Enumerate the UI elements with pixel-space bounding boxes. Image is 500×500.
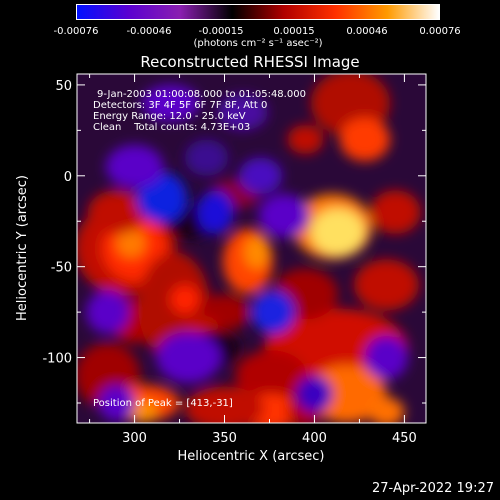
- heatmap-blob: [364, 335, 409, 380]
- colorbar: [76, 4, 440, 20]
- y-tick-label: 0: [64, 170, 72, 185]
- heatmap-blob: [87, 190, 146, 234]
- annotation-clean: Clean Total counts: 4.73E+03: [93, 122, 251, 133]
- heatmap-blob: [370, 190, 421, 234]
- colorbar-tick-label: -0.00046: [126, 26, 172, 37]
- x-tick-label: 350: [212, 431, 237, 446]
- heatmap-blob: [296, 375, 333, 413]
- heatmap-blob: [197, 190, 234, 234]
- heatmap-blob: [235, 350, 308, 402]
- chart-title: Reconstructed RHESSI Image: [140, 53, 360, 71]
- heatmap-blob: [244, 235, 270, 269]
- heatmap-blob: [98, 384, 135, 422]
- heatmap-blob: [85, 290, 130, 334]
- annotation-time: 9-Jan-2003 01:00:08.000 to 01:05:48.000: [97, 89, 306, 100]
- x-tick-label: 450: [392, 431, 417, 446]
- annotation-detectors: Detectors: 3F 4F 5F 6F 7F 8F, Att 0: [93, 100, 268, 111]
- y-axis-label: Heliocentric Y (arcsec): [15, 175, 30, 321]
- heatmap-blob: [354, 259, 419, 311]
- heatmap-blob: [339, 117, 391, 162]
- colorbar-tick-label: -0.00076: [53, 26, 99, 37]
- heatmap-blob: [129, 401, 158, 423]
- colorbar-tick-label: 0.00046: [346, 26, 388, 37]
- timestamp: 27-Apr-2022 19:27: [372, 481, 494, 496]
- heatmap-blob: [141, 84, 200, 122]
- x-tick-label: 300: [122, 431, 147, 446]
- x-tick-label: 400: [302, 431, 327, 446]
- annotation-energy: Energy Range: 12.0 - 25.0 keV: [93, 111, 246, 122]
- heatmap-blob: [116, 228, 146, 258]
- heatmap-blob: [307, 364, 387, 423]
- heatmap-blobs: [77, 74, 421, 423]
- heatmap-blob: [310, 208, 365, 256]
- heatmap-blob: [170, 284, 200, 314]
- colorbar-tick-label: 0.00076: [419, 26, 461, 37]
- heatmap-blob: [238, 157, 283, 194]
- y-tick-label: -50: [51, 261, 72, 276]
- heatmap-blob: [251, 290, 295, 334]
- x-axis-label: Heliocentric X (arcsec): [178, 449, 325, 464]
- y-tick-label: -100: [42, 352, 72, 367]
- heatmap-blob: [184, 386, 265, 423]
- y-tick-label: 50: [55, 79, 72, 94]
- heatmap-blob: [156, 332, 221, 384]
- heatmap-blob: [258, 193, 310, 238]
- colorbar-tick-label: -0.00015: [198, 26, 244, 37]
- heatmap-blob: [184, 139, 229, 176]
- heatmap-blob: [105, 144, 164, 189]
- heatmap-blob: [368, 397, 405, 423]
- colorbar-units: (photons cm⁻² s⁻¹ asec⁻²): [193, 38, 323, 49]
- colorbar-tick-label: 0.00015: [273, 26, 315, 37]
- annotation-peak: Position of Peak = [413,-31]: [93, 398, 233, 409]
- heatmap-blob: [217, 93, 268, 131]
- plot-frame: [76, 73, 427, 424]
- heatmap-blob: [287, 124, 324, 154]
